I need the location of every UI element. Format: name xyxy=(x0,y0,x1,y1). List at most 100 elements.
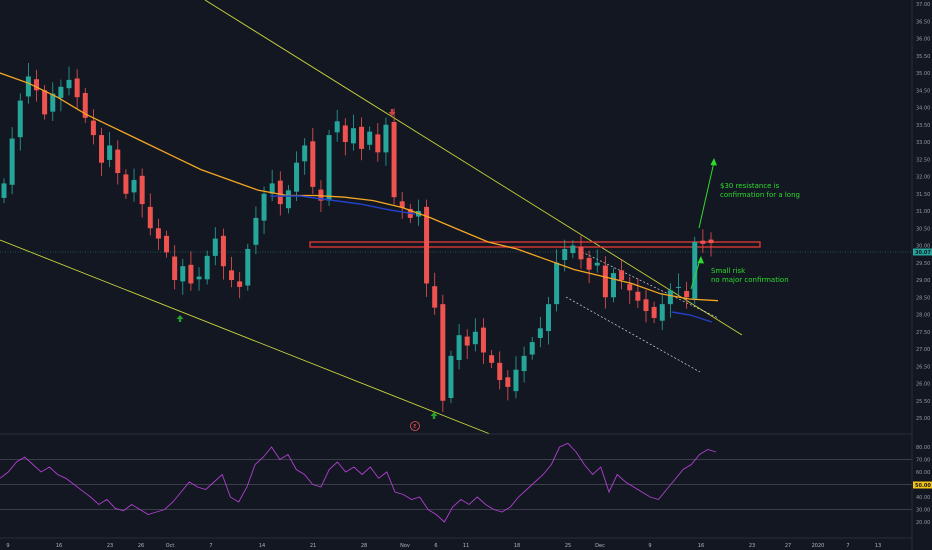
price-tick-label: 27.50 xyxy=(916,330,930,336)
price-tick-label: 32.50 xyxy=(916,157,930,163)
channel-lower-dashed xyxy=(565,296,701,373)
long-target-arrow xyxy=(698,161,715,229)
time-tick-label: 7 xyxy=(209,543,212,549)
current-price-tag: 30.07 xyxy=(913,248,932,256)
channel-upper-dashed xyxy=(581,251,719,319)
candle-body xyxy=(1,183,7,198)
risk-note-line-2: no major confirmation xyxy=(711,276,789,284)
candle-body xyxy=(25,76,31,97)
candle-body xyxy=(164,235,170,253)
price-tick-label: 26.50 xyxy=(916,364,930,370)
candle-body xyxy=(229,270,235,280)
candle-body xyxy=(42,90,48,115)
candle-body xyxy=(269,183,275,194)
candle-body xyxy=(545,304,551,332)
time-axis[interactable]: 9 16 23 26 Oct 7 14 21 28 Nov 6 11 18 25 Dec 9 16 23 27 202… xyxy=(6,543,881,549)
candle-body xyxy=(464,336,470,346)
time-tick-label: 2020 xyxy=(812,543,825,549)
time-tick-label: 16 xyxy=(56,543,62,549)
breakout-arrow-head xyxy=(697,256,704,264)
candle-body xyxy=(294,162,300,192)
price-tick-label: 31.50 xyxy=(916,192,930,198)
moving-average-orange xyxy=(0,72,719,302)
time-tick-label: Oct xyxy=(166,543,175,549)
candle-body xyxy=(497,362,503,381)
candle-body xyxy=(277,180,283,205)
candle-body xyxy=(651,306,657,318)
candle-body xyxy=(58,86,64,98)
candle-body xyxy=(675,286,681,288)
candle-body xyxy=(537,328,543,338)
earnings-marker[interactable] xyxy=(410,421,420,431)
candle-body xyxy=(310,141,316,187)
candle-body xyxy=(253,217,259,245)
resistance-note-line-2: confirmation for a long xyxy=(720,191,800,199)
candle-body xyxy=(90,120,96,136)
rsi-indicator-line xyxy=(0,442,717,523)
rsi-tick-label: 20.00 xyxy=(916,520,930,526)
candle-body xyxy=(342,125,348,142)
candle-body xyxy=(594,262,600,266)
candle-body xyxy=(627,284,633,291)
moving-average-blue-segment-2 xyxy=(671,311,713,323)
candle-body xyxy=(350,128,356,144)
time-tick-label: 9 xyxy=(648,543,651,549)
candle-body xyxy=(261,193,267,221)
price-axis[interactable]: 37.00 36.50 36.00 35.50 35.00 34.50 34.00 33.50… xyxy=(916,2,930,422)
price-tick-label: 30.50 xyxy=(916,226,930,232)
price-tick-label: 25.00 xyxy=(916,416,930,422)
candle-body xyxy=(399,201,405,208)
time-tick-label: 26 xyxy=(138,543,144,549)
price-tick-label: 35.00 xyxy=(916,71,930,77)
candle-body xyxy=(521,355,527,372)
candle-body xyxy=(9,138,15,185)
candle-body xyxy=(180,266,186,282)
rsi-tick-label: 80.00 xyxy=(916,445,930,451)
price-tick-label: 30.00 xyxy=(916,244,930,250)
rsi-tick-label: 40.00 xyxy=(916,495,930,501)
price-tick-label: 33.50 xyxy=(916,123,930,129)
time-tick-label: 27 xyxy=(785,543,791,549)
rsi-value-tag: 50.00 xyxy=(913,481,932,489)
candle-body xyxy=(302,145,308,162)
candle-body xyxy=(245,248,251,286)
time-tick-label: 7 xyxy=(846,543,849,549)
breakout-arrow xyxy=(690,259,701,290)
trend-lines xyxy=(0,0,743,435)
time-tick-label: 14 xyxy=(259,543,265,549)
candle-body xyxy=(391,121,397,198)
text-annotations: $30 resistance is confirmation for a lon… xyxy=(711,182,800,284)
candle-body xyxy=(139,175,145,205)
candle-body xyxy=(359,126,365,149)
candle-body xyxy=(147,206,153,229)
candle-body xyxy=(562,248,568,260)
candle-body xyxy=(700,240,706,244)
candle-body xyxy=(383,124,389,153)
upper-trendline xyxy=(204,0,743,336)
candle-body xyxy=(99,135,105,163)
price-tick-label: 36.00 xyxy=(916,37,930,43)
candle-body xyxy=(131,179,137,193)
candle-body xyxy=(610,273,616,298)
candle-body xyxy=(50,93,56,112)
candle-body xyxy=(237,281,243,287)
candle-body xyxy=(643,299,649,312)
candle-body xyxy=(334,121,340,133)
low-marker-arrow-2 xyxy=(430,412,438,419)
long-target-arrow-head xyxy=(710,158,717,166)
candle-body xyxy=(326,135,332,201)
candle-body xyxy=(196,276,202,280)
time-tick-label: 13 xyxy=(875,543,881,549)
candle-body xyxy=(489,355,495,363)
candle-body xyxy=(66,79,72,89)
candle-body xyxy=(440,304,446,401)
candle-body xyxy=(34,79,40,91)
time-tick-label: 9 xyxy=(6,543,9,549)
low-marker-arrow-1 xyxy=(176,315,184,322)
time-tick-label: 23 xyxy=(107,543,113,549)
candle-body xyxy=(456,335,462,361)
candle-body xyxy=(318,189,324,201)
price-tick-label: 28.00 xyxy=(916,313,930,319)
